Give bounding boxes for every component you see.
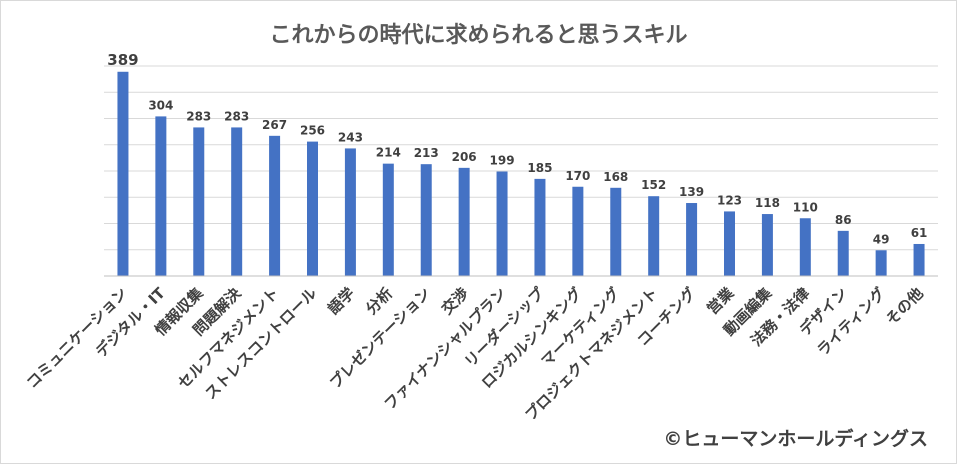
bar [117, 71, 129, 277]
data-label: 123 [717, 193, 742, 207]
bar [458, 167, 470, 276]
data-label: 110 [793, 200, 818, 214]
data-label: 304 [148, 98, 173, 112]
data-label: 49 [873, 232, 890, 246]
data-label: 267 [262, 118, 287, 132]
data-label: 199 [490, 154, 515, 168]
bar [534, 178, 546, 276]
data-label: 61 [911, 226, 928, 240]
data-label: 168 [603, 170, 628, 184]
data-label: 214 [376, 146, 401, 160]
bar [610, 187, 622, 276]
data-label: 185 [527, 161, 552, 175]
category-label: その他 [882, 284, 927, 329]
category-label: 交渉 [438, 284, 472, 318]
data-label: 170 [565, 169, 590, 183]
bar [913, 243, 925, 276]
chart-title: これからの時代に求められると思うスキル [269, 23, 688, 48]
bar [193, 127, 205, 276]
bar [382, 163, 394, 276]
bar [799, 218, 811, 276]
bar [572, 186, 584, 276]
category-label: 分析 [362, 284, 396, 318]
bar [875, 250, 887, 276]
bar [496, 171, 508, 276]
data-label: 256 [300, 124, 325, 138]
bar [231, 127, 243, 276]
bar [344, 148, 356, 276]
bar [648, 196, 660, 276]
data-label: 213 [414, 146, 439, 160]
bar [307, 141, 318, 276]
bar [155, 116, 167, 277]
data-label: 118 [755, 196, 780, 210]
bar [269, 135, 281, 276]
data-label: 206 [452, 150, 477, 164]
bar [837, 230, 849, 276]
bar [686, 203, 698, 276]
data-label: 152 [641, 178, 666, 192]
data-label: 389 [107, 51, 138, 69]
bar [420, 164, 432, 276]
bar [724, 211, 735, 276]
data-label: 86 [835, 213, 852, 227]
category-label: 語学 [324, 284, 358, 318]
data-label: 283 [224, 109, 249, 123]
data-label: 243 [338, 130, 363, 144]
data-label: 283 [186, 109, 211, 123]
bar [761, 214, 773, 276]
data-label: 139 [679, 185, 704, 199]
copyright-credit: ©ヒューマンホールディングス [663, 428, 928, 450]
